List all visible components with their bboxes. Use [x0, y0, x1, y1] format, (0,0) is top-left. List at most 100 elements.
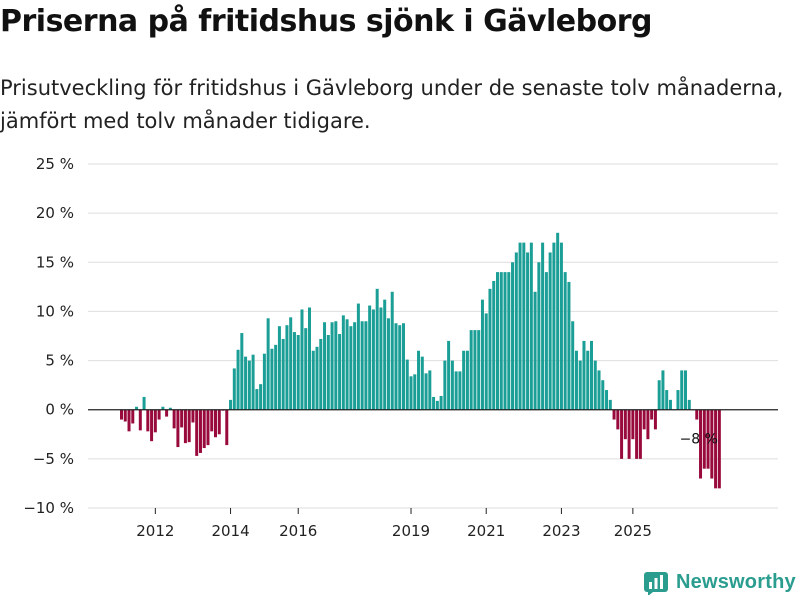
bar — [684, 370, 687, 410]
bar — [191, 409, 195, 423]
bar — [127, 409, 131, 432]
bar — [676, 390, 680, 410]
bar — [526, 252, 530, 410]
bar — [326, 335, 330, 410]
bar — [499, 272, 503, 410]
bar — [428, 370, 432, 410]
bar — [612, 409, 616, 420]
bar — [435, 400, 439, 410]
bar — [300, 309, 304, 410]
bar — [631, 409, 635, 440]
x-tick-label: 2025 — [614, 522, 652, 540]
y-tick-label: −5 % — [33, 450, 74, 468]
bar — [150, 409, 154, 442]
bar — [353, 322, 357, 410]
bar — [699, 409, 703, 479]
bar — [345, 319, 349, 410]
bar — [492, 280, 496, 410]
bar — [522, 242, 526, 410]
x-tick-label: 2016 — [279, 522, 317, 540]
bar — [198, 409, 202, 453]
bar — [642, 409, 646, 430]
bar — [319, 338, 323, 410]
bar — [680, 370, 684, 410]
bar — [450, 360, 454, 410]
annotations: −8 % — [680, 432, 718, 448]
bar — [706, 409, 710, 469]
bar — [507, 272, 511, 410]
bar — [259, 384, 263, 410]
bar — [582, 340, 586, 410]
bar — [183, 409, 187, 444]
y-axis-ticks: 25 % 20 % 15 % 10 % 5 % 0 % −5 % −10 % — [23, 155, 74, 517]
bar — [251, 354, 255, 410]
bar — [574, 350, 578, 410]
bar — [383, 299, 387, 410]
bar — [180, 409, 184, 428]
bar — [653, 409, 657, 430]
bar — [439, 395, 443, 410]
bar — [409, 376, 413, 410]
bar — [559, 242, 563, 410]
bar — [157, 409, 161, 420]
bar — [356, 303, 360, 410]
bar — [240, 333, 244, 410]
x-tick-label: 2021 — [467, 522, 505, 540]
bar — [247, 360, 251, 410]
x-axis-ticks: 2012 2014 2016 2019 2021 2023 2025 — [136, 508, 652, 540]
bar — [484, 313, 488, 410]
bar — [616, 409, 620, 430]
bar — [315, 346, 319, 410]
bar — [710, 409, 714, 479]
bar — [161, 406, 165, 410]
y-tick-label: 0 % — [45, 401, 74, 419]
bar — [210, 409, 214, 432]
bar — [341, 315, 345, 410]
bar — [135, 406, 139, 410]
bar — [214, 409, 217, 438]
bar — [514, 252, 518, 410]
bar — [296, 335, 300, 410]
bar — [236, 349, 240, 410]
bar — [668, 399, 672, 410]
bar — [432, 396, 436, 410]
bar — [511, 262, 515, 410]
bar — [650, 409, 654, 420]
bar — [349, 326, 353, 410]
bar — [386, 318, 390, 410]
bar — [398, 325, 402, 410]
bar — [635, 409, 639, 459]
bar — [202, 409, 206, 449]
bar — [229, 399, 233, 410]
chart-subtitle: Prisutveckling för fritidshus i Gävlebor… — [0, 76, 784, 133]
bar — [443, 360, 447, 410]
bar — [123, 409, 127, 422]
x-tick-label: 2019 — [392, 522, 430, 540]
bar — [308, 307, 311, 410]
bar — [405, 359, 409, 410]
bar — [417, 350, 421, 410]
bar — [657, 380, 661, 410]
bar — [537, 262, 541, 410]
bar — [274, 344, 278, 410]
bar — [488, 288, 492, 410]
bar — [638, 409, 642, 459]
bar — [323, 322, 327, 410]
bar — [496, 272, 499, 410]
bar — [168, 407, 172, 410]
bar — [477, 330, 481, 410]
y-tick-label: −10 % — [23, 499, 74, 517]
bar — [255, 389, 259, 410]
bar — [623, 409, 627, 440]
bar — [330, 322, 334, 410]
bar — [567, 281, 571, 410]
bar — [217, 409, 221, 435]
bar — [304, 328, 308, 410]
bar — [605, 390, 609, 410]
bar — [153, 409, 157, 433]
bar — [368, 305, 372, 410]
bar — [465, 350, 469, 410]
bar — [402, 323, 405, 410]
bar — [661, 370, 665, 410]
